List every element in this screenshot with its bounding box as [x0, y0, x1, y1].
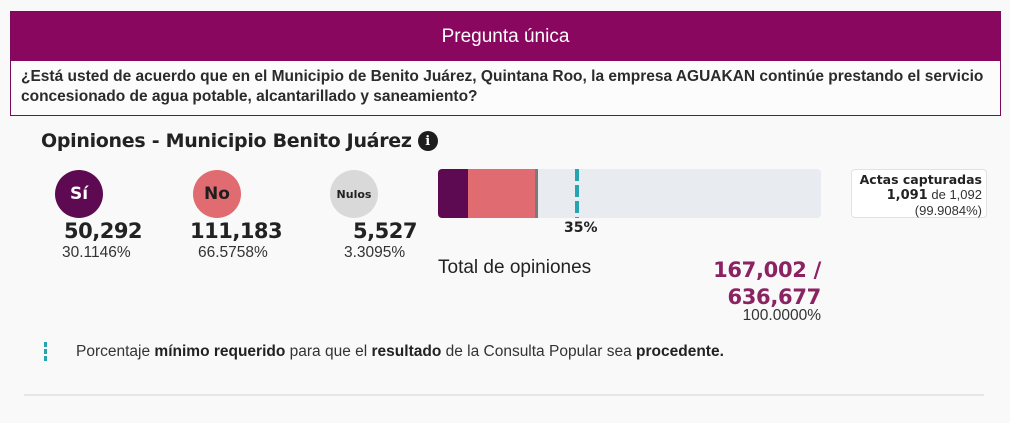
si-count: 50,292: [64, 219, 143, 243]
legend-part: de la Consulta Popular sea: [441, 343, 637, 360]
bar-segment-si: [438, 169, 468, 218]
total-label: Total de opiniones: [438, 257, 592, 278]
actas-of: de: [931, 187, 946, 202]
actas-captured: 1,091: [886, 188, 928, 203]
no-percent: 66.5758%: [198, 244, 268, 261]
actas-count-line: 1,091 de 1,092: [856, 187, 982, 203]
bar-segment-nulos: [535, 169, 538, 218]
nulos-badge: Nulos: [330, 170, 378, 218]
actas-percent: (99.9084%): [914, 203, 982, 218]
legend-bold: procedente.: [636, 343, 724, 360]
no-count: 111,183: [190, 219, 283, 243]
results-bar: [438, 169, 821, 218]
actas-box: Actas capturadas 1,091 de 1,092 (99.9084…: [851, 169, 987, 218]
legend-part: Porcentaje: [76, 343, 155, 360]
legend-part: para que el: [285, 343, 372, 360]
question-text: ¿Está usted de acuerdo que en el Municip…: [11, 61, 1000, 115]
nulos-count: 5,527: [353, 219, 417, 243]
section-title-text: Opiniones - Municipio Benito Juárez: [41, 130, 412, 152]
bar-segment-no: [468, 169, 535, 218]
si-badge: Sí: [55, 170, 103, 218]
total-value-line1: 167,002 /: [713, 258, 821, 282]
total-percent: 100.0000%: [742, 307, 821, 324]
legend-text: Porcentaje mínimo requerido para que el …: [76, 343, 724, 361]
legend-bold: mínimo requerido: [154, 343, 286, 360]
info-icon[interactable]: i: [417, 131, 438, 151]
question-card: Pregunta única ¿Está usted de acuerdo qu…: [10, 11, 1001, 116]
total-value: 167,002 / 636,677: [650, 257, 821, 311]
divider: [24, 394, 984, 396]
si-percent: 30.1146%: [62, 244, 131, 261]
threshold-legend: Porcentaje mínimo requerido para que el …: [44, 342, 724, 362]
total-value-line2: 636,677: [727, 285, 821, 309]
no-badge: No: [193, 170, 241, 218]
dashed-line-icon: [44, 342, 47, 362]
threshold-marker: [575, 169, 579, 218]
threshold-label: 35%: [564, 220, 598, 236]
nulos-percent: 3.3095%: [344, 244, 406, 261]
question-header: Pregunta única: [11, 12, 1000, 61]
section-title: Opiniones - Municipio Benito Juárez i: [41, 130, 438, 152]
legend-bold: resultado: [371, 343, 442, 360]
actas-title: Actas capturadas: [859, 172, 982, 187]
actas-total: 1,092: [949, 187, 982, 202]
